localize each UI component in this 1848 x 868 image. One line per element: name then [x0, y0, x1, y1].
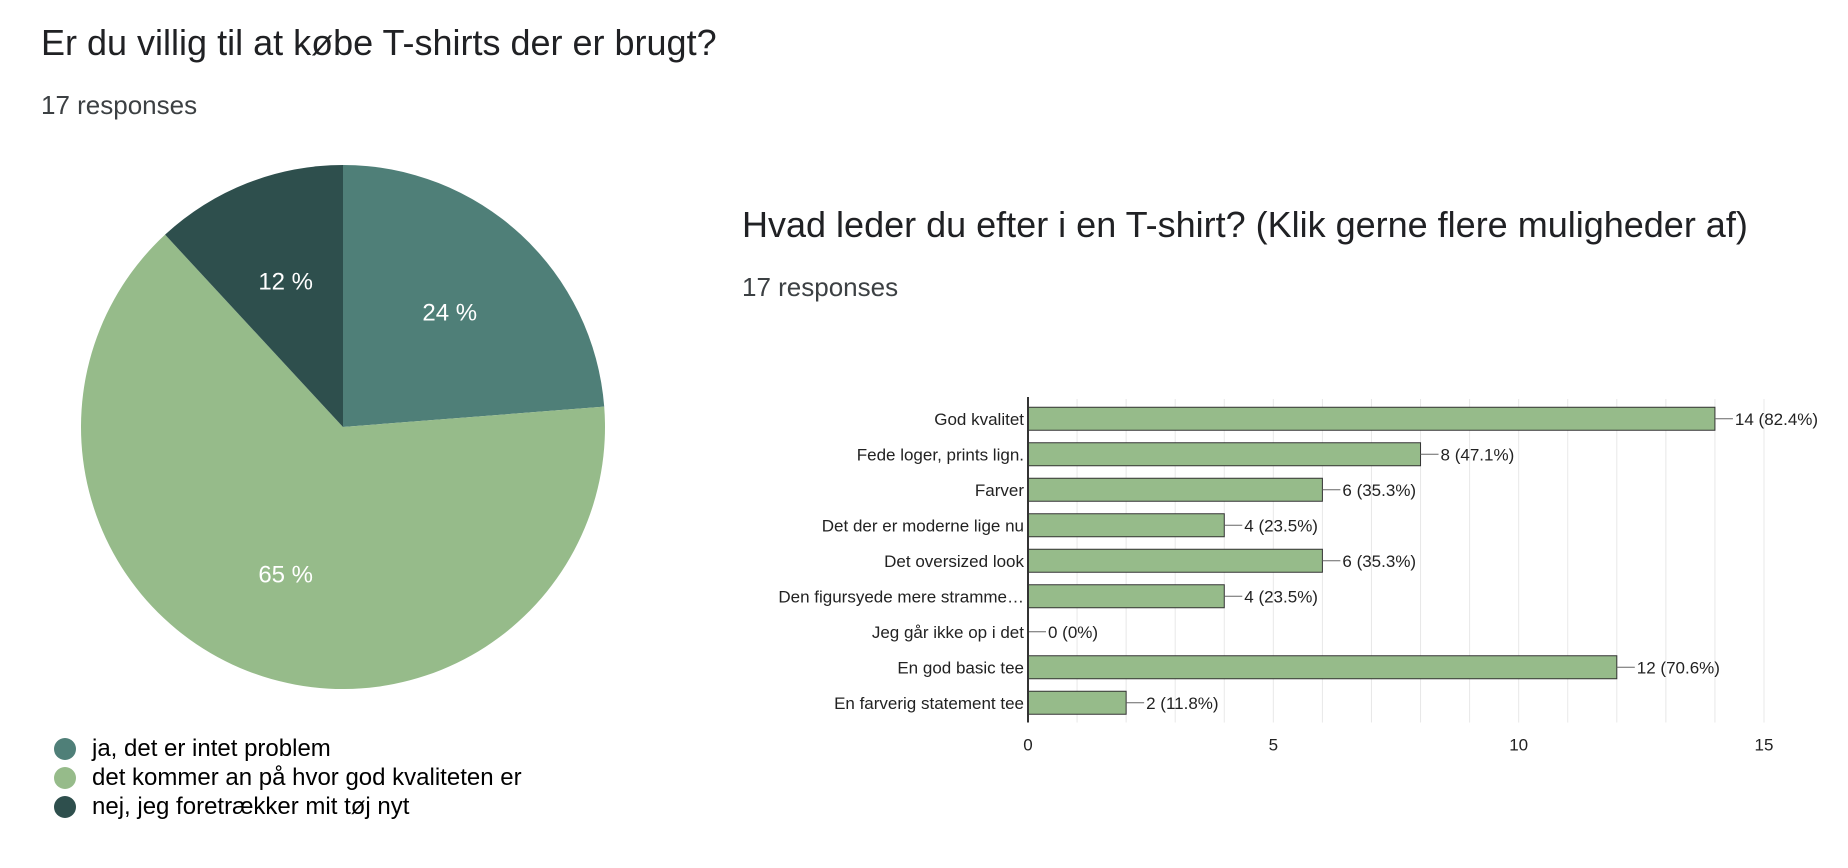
pie-slice: [165, 165, 343, 427]
bar: [1027, 655, 1618, 680]
bar: [1027, 406, 1716, 431]
bar: [1027, 548, 1323, 573]
question-2-response-count: 17 responses: [742, 272, 899, 302]
category-label: Jeg går ikke op i det: [872, 623, 1024, 642]
legend-label: ja, det er intet problem: [92, 734, 331, 762]
x-tick-label: 15: [1755, 736, 1774, 755]
data-label: 4 (23.5%): [1244, 516, 1318, 535]
bar-chart: God kvalitet 14 (82.4%) Fede loger, prints…: [778, 397, 1818, 755]
legend-item: nej, jeg foretrækker mit tøj nyt: [54, 792, 522, 821]
bar: [1027, 477, 1323, 502]
legend-label: nej, jeg foretrækker mit tøj nyt: [92, 792, 410, 820]
legend-item: det kommer an på hvor god kvaliteten er: [54, 763, 522, 792]
data-label: 6 (35.3%): [1342, 481, 1416, 500]
question-1-title: Er du villig til at købe T-shirts der er…: [41, 22, 717, 63]
category-label: God kvalitet: [934, 410, 1024, 429]
category-label: En farverig statement tee: [834, 694, 1024, 713]
category-label: Det oversized look: [884, 552, 1024, 571]
bar: [1027, 690, 1127, 715]
pie-slice-label: 24 %: [422, 300, 477, 327]
data-label: 2 (11.8%): [1146, 694, 1218, 713]
x-tick-label: 0: [1023, 736, 1032, 755]
data-label: 12 (70.6%): [1637, 658, 1720, 677]
pie-slice-label: 65 %: [258, 561, 313, 588]
pie-chart: 24 % 65 % 12 %: [80, 165, 605, 689]
question-2-title: Hvad leder du efter i en T-shirt? (Klik …: [742, 204, 1748, 245]
category-label: Farver: [975, 481, 1024, 500]
x-tick-label: 5: [1269, 736, 1278, 755]
data-label: 8 (47.1%): [1441, 445, 1515, 464]
legend-swatch: [54, 766, 76, 789]
category-label: Fede loger, prints lign.: [857, 445, 1024, 464]
legend-swatch: [54, 795, 76, 818]
data-label: 6 (35.3%): [1342, 552, 1416, 571]
pie-legend: ja, det er intet problem det kommer an p…: [54, 734, 522, 821]
bar: [1027, 442, 1422, 467]
category-label: En god basic tee: [897, 658, 1024, 677]
category-label: Den figursyede mere stramme…: [778, 587, 1024, 606]
bar: [1027, 584, 1225, 609]
question-1-response-count: 17 responses: [41, 90, 198, 120]
pie-slice: [343, 165, 605, 427]
legend-item: ja, det er intet problem: [54, 734, 522, 763]
bar: [1027, 513, 1225, 538]
legend-label: det kommer an på hvor god kvaliteten er: [92, 763, 522, 791]
data-label: 4 (23.5%): [1244, 587, 1318, 606]
data-label: 0 (0%): [1048, 623, 1098, 642]
x-tick-label: 10: [1509, 736, 1528, 755]
legend-swatch: [54, 737, 76, 760]
pie-slice-label: 12 %: [258, 269, 313, 296]
category-label: Det der er moderne lige nu: [822, 516, 1024, 535]
pie-slice: [80, 234, 605, 689]
data-label: 14 (82.4%): [1735, 410, 1818, 429]
